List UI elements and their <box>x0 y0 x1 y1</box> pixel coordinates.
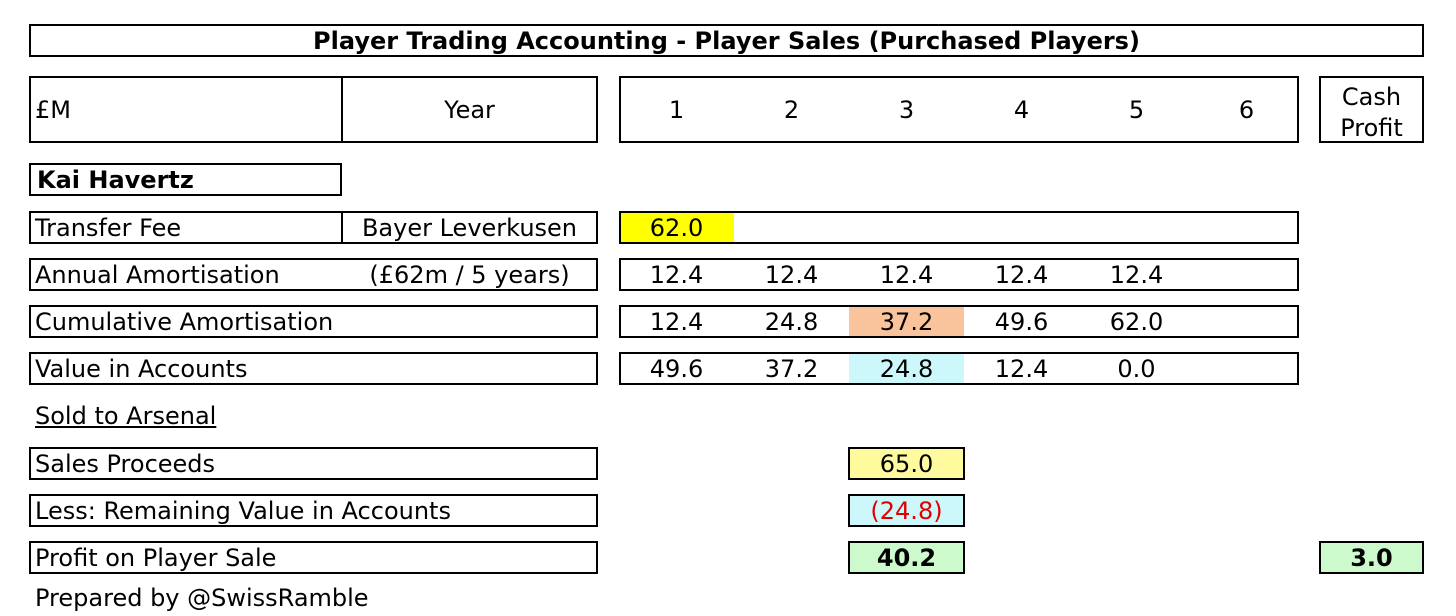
annual-amort-values-box <box>619 258 1299 291</box>
profit-label: Profit on Player Sale <box>35 544 277 572</box>
remaining-label-box <box>29 494 598 527</box>
annual-amort-label-box <box>29 258 598 291</box>
title-box <box>29 24 1424 57</box>
annual-amort-label: Annual Amortisation <box>35 261 280 289</box>
profit-label-box <box>29 541 598 574</box>
cumulative-amort-label-box <box>29 305 598 338</box>
year-1: 1 <box>668 96 685 124</box>
transfer-fee-label: Transfer Fee <box>35 214 182 242</box>
cash-profit-value-box <box>1319 541 1424 574</box>
sold-to-heading: Sold to Arsenal <box>35 402 217 430</box>
cumulative-amort-highlight <box>849 307 964 336</box>
cumulative-amort-y4: 49.6 <box>994 308 1049 336</box>
header-unit-box <box>29 76 343 143</box>
annual-amort-y1: 12.4 <box>649 261 704 289</box>
header-year-box <box>341 76 598 143</box>
value-accounts-y4: 12.4 <box>994 355 1049 383</box>
sales-proceeds-value-box <box>848 447 965 480</box>
cumulative-amort-y5: 62.0 <box>1109 308 1164 336</box>
year-3: 3 <box>898 96 915 124</box>
value-accounts-y1: 49.6 <box>649 355 704 383</box>
year-4: 4 <box>1013 96 1030 124</box>
value-accounts-label-box <box>29 352 598 385</box>
cumulative-amort-y2: 24.8 <box>764 308 819 336</box>
transfer-fee-note: Bayer Leverkusen <box>361 214 578 242</box>
cash-profit-box <box>1319 76 1424 143</box>
cash-profit-line1: Cash <box>1341 83 1402 111</box>
page-title: Player Trading Accounting - Player Sales… <box>313 27 1140 55</box>
annual-amort-note: (£62m / 5 years) <box>369 261 570 289</box>
cash-profit-value: 3.0 <box>1350 544 1393 572</box>
sales-proceeds-value: 65.0 <box>879 450 934 478</box>
player-name: Kai Havertz <box>37 166 194 194</box>
value-accounts-label: Value in Accounts <box>35 355 248 383</box>
year-6: 6 <box>1238 96 1255 124</box>
profit-value: 40.2 <box>876 544 937 572</box>
remaining-value-box <box>848 494 965 527</box>
annual-amort-y2: 12.4 <box>764 261 819 289</box>
transfer-fee-note-box <box>341 211 598 244</box>
annual-amort-y3: 12.4 <box>879 261 934 289</box>
sales-proceeds-label-box <box>29 447 598 480</box>
unit-label: £M <box>35 96 71 124</box>
value-accounts-y5: 0.0 <box>1117 355 1156 383</box>
footer-credit: Prepared by @SwissRamble <box>35 584 369 612</box>
year-label: Year <box>444 96 495 124</box>
years-box <box>619 76 1299 143</box>
year-2: 2 <box>783 96 800 124</box>
player-box <box>29 163 342 196</box>
cumulative-amort-y3: 37.2 <box>879 308 934 336</box>
annual-amort-y4: 12.4 <box>994 261 1049 289</box>
remaining-label: Less: Remaining Value in Accounts <box>35 497 451 525</box>
value-accounts-highlight <box>849 354 964 383</box>
profit-value-box <box>848 541 965 574</box>
remaining-value: (24.8) <box>870 497 943 525</box>
value-accounts-y3: 24.8 <box>879 355 934 383</box>
sales-proceeds-label: Sales Proceeds <box>35 450 216 478</box>
transfer-fee-value: 62.0 <box>649 214 704 242</box>
annual-amort-y5: 12.4 <box>1109 261 1164 289</box>
cumulative-amort-y1: 12.4 <box>649 308 704 336</box>
transfer-fee-label-box <box>29 211 343 244</box>
year-5: 5 <box>1128 96 1145 124</box>
cumulative-amort-label: Cumulative Amortisation <box>35 308 334 336</box>
value-accounts-y2: 37.2 <box>764 355 819 383</box>
cash-profit-line2: Profit <box>1340 114 1403 142</box>
transfer-fee-highlight <box>621 213 734 242</box>
